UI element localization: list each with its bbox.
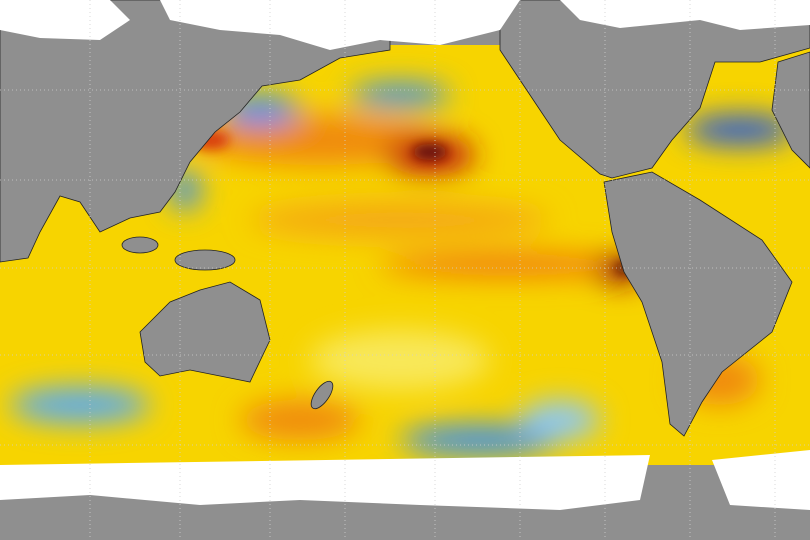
ice <box>0 0 810 510</box>
warm-patch <box>380 253 640 277</box>
indonesia <box>174 249 236 271</box>
asia-africa <box>0 0 391 263</box>
warm-patch <box>250 202 550 238</box>
cool-patch <box>520 400 600 440</box>
warm-spot <box>412 144 448 160</box>
cool-patch <box>10 387 150 423</box>
neutral-patch <box>310 330 490 390</box>
arctic-ice <box>160 0 520 50</box>
new-zealand <box>310 380 334 410</box>
arctic-ice <box>560 0 810 30</box>
europe <box>771 51 810 169</box>
australia <box>139 281 271 383</box>
north-america <box>499 0 810 179</box>
indonesia <box>121 236 159 254</box>
antarctica <box>712 450 810 510</box>
south-america <box>603 171 793 437</box>
warm-patch <box>240 400 360 440</box>
antarctica <box>0 455 650 510</box>
cool-patch <box>685 115 795 145</box>
warm-patch <box>200 115 440 165</box>
land <box>0 0 810 437</box>
arctic-ice <box>0 0 130 40</box>
cool-patch <box>350 83 450 107</box>
